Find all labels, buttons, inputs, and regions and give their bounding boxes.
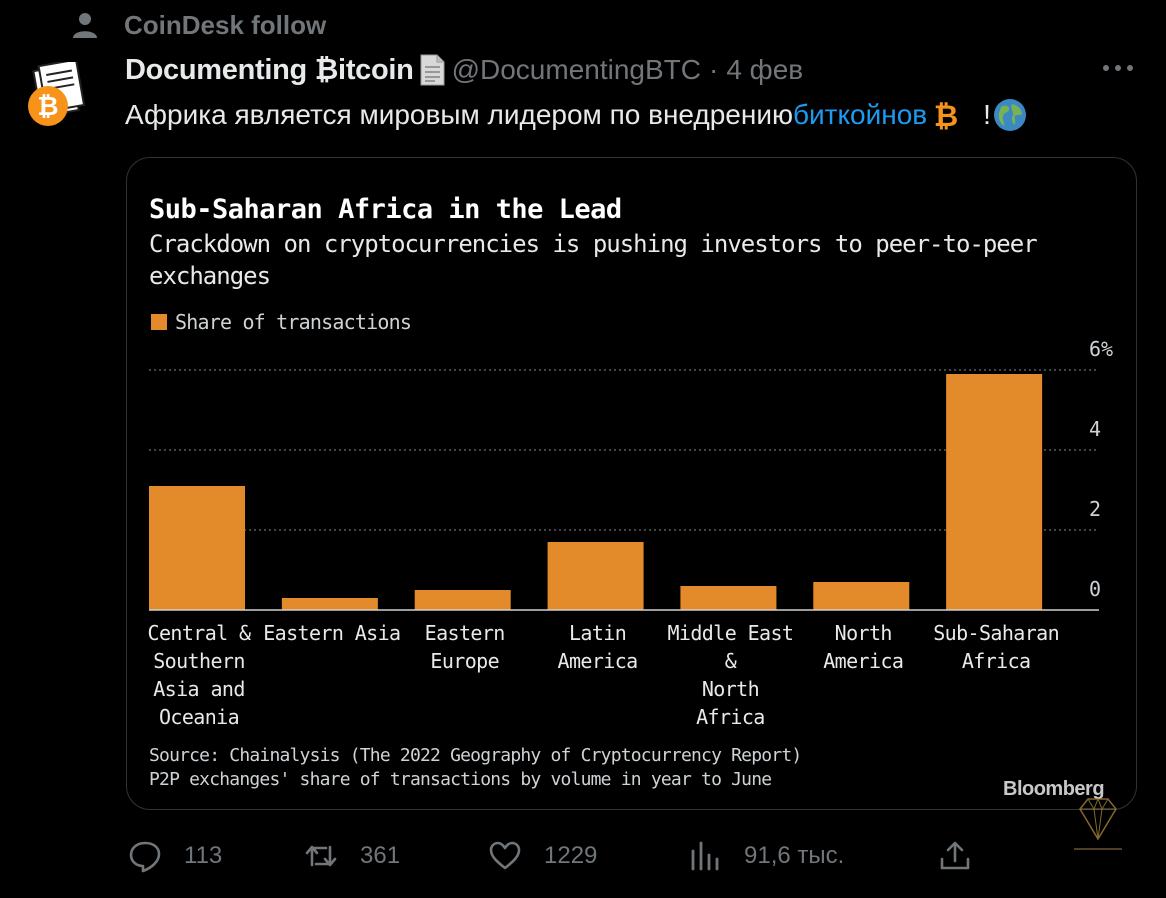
bar — [547, 542, 644, 610]
action-bar: 113 361 1229 91,6 тыс. — [128, 836, 1128, 876]
reply-icon — [129, 841, 161, 873]
views-button[interactable]: 91,6 тыс. — [688, 836, 844, 876]
bitcoin-icon: ₿ — [934, 100, 958, 130]
like-button[interactable]: 1229 — [488, 836, 597, 876]
author-row: Documenting ₿itcoin @DocumentingBTC · 4 … — [125, 52, 803, 88]
x-tick-label: Eastern Europe — [425, 621, 505, 673]
tweet-text: Африка является мировым лидером по внедр… — [125, 95, 1027, 135]
bar — [149, 486, 245, 610]
bar — [414, 590, 511, 610]
x-tick-label: Middle East & North Africa — [667, 621, 793, 729]
chart-subtitle: Crackdown on cryptocurrencies is pushing… — [149, 230, 1038, 290]
y-tick-label: 4 — [1089, 417, 1101, 441]
tweet-text-after: ! — [983, 99, 991, 130]
view-count: 91,6 тыс. — [744, 842, 845, 869]
social-context[interactable]: CoinDesk follow — [70, 8, 326, 42]
source-line-2: P2P exchanges' share of transactions by … — [149, 769, 772, 790]
y-tick-label: 0 — [1089, 577, 1101, 601]
author-handle[interactable]: @DocumentingBTC — [451, 54, 701, 85]
legend-swatch — [151, 314, 167, 330]
y-tick-label: 2 — [1089, 497, 1101, 521]
retweet-icon — [305, 845, 337, 867]
svg-text:₿: ₿ — [37, 91, 58, 121]
x-tick-label: Sub-Saharan Africa — [933, 621, 1059, 673]
analytics-icon — [691, 841, 719, 871]
author-name[interactable]: Documenting ₿itcoin — [125, 53, 414, 86]
globe-icon — [993, 99, 1026, 131]
y-tick-label: 6% — [1089, 337, 1113, 361]
bar — [680, 586, 777, 610]
chart-source: Source: Chainalysis (The 2022 Geography … — [149, 744, 802, 792]
tweet-text-before: Африка является мировым лидером по внедр… — [125, 99, 793, 130]
bar-chart: 0 2 4 6% Central & Southern Asia and Oceania Eas… — [148, 337, 1114, 729]
reply-button[interactable]: 113 — [128, 836, 222, 876]
person-icon — [73, 13, 97, 38]
retweet-button[interactable]: 361 — [304, 836, 400, 876]
heart-icon — [489, 841, 521, 870]
diamond-watermark-icon — [1074, 797, 1122, 850]
avatar[interactable]: ₿ — [20, 62, 88, 130]
retweet-count: 361 — [360, 842, 401, 869]
svg-text:₿: ₿ — [934, 100, 958, 130]
reply-count: 113 — [184, 842, 223, 869]
bar — [281, 598, 378, 610]
bloomberg-logo: Bloomberg — [1003, 778, 1105, 800]
source-line-1: Source: Chainalysis (The 2022 Geography … — [149, 745, 802, 766]
share-button[interactable] — [938, 836, 972, 876]
like-count: 1229 — [544, 842, 598, 869]
bar — [813, 582, 910, 610]
bar — [946, 374, 1043, 610]
separator-dot: · — [709, 54, 719, 85]
tweet-date[interactable]: 4 фев — [726, 54, 804, 85]
chart-title: Sub-Saharan Africa in the Lead — [149, 194, 622, 225]
chart-card[interactable]: Sub-Saharan Africa in the Lead Crackdown… — [126, 157, 1137, 810]
legend-label: Share of transactions — [175, 310, 412, 334]
document-icon — [420, 54, 445, 86]
social-context-label: CoinDesk follow — [124, 9, 327, 40]
more-icon[interactable] — [1100, 56, 1136, 80]
chart-legend: Share of transactions — [151, 310, 412, 334]
x-tick-label: Latin America — [558, 621, 638, 673]
hashtag-link[interactable]: биткойнов — [792, 99, 928, 130]
x-tick-label: Central & Southern Asia and Oceania — [148, 621, 252, 729]
x-tick-label: Eastern Asia — [263, 621, 400, 645]
x-tick-label: North America — [823, 621, 903, 673]
share-icon — [940, 841, 970, 870]
